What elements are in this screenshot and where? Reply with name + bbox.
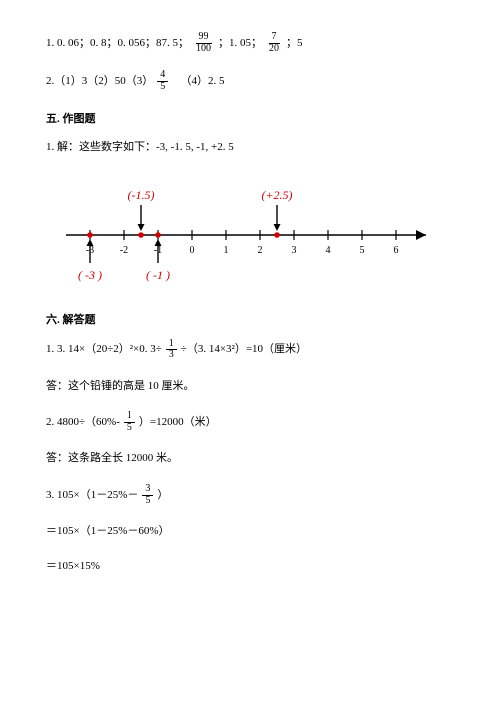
- text: ）=12000（米）: [139, 413, 217, 432]
- svg-text:( -3 ): ( -3 ): [78, 268, 102, 282]
- q3-step2: ＝105×15%: [46, 557, 454, 576]
- q3-expression: 3. 105×（1－25%－ 3 5 ）: [46, 484, 454, 506]
- q3-step1: ＝105×（1－25%－60%）: [46, 522, 454, 541]
- svg-text:( -1 ): ( -1 ): [146, 268, 170, 282]
- fraction-4-5: 4 5: [157, 70, 168, 92]
- svg-text:3: 3: [292, 245, 297, 256]
- svg-text:5: 5: [360, 245, 365, 256]
- text: 1. 3. 14×（20÷2）²×0. 3÷: [46, 340, 162, 359]
- q2-expression: 2. 4800÷（60%- 1 5 ）=12000（米）: [46, 411, 454, 433]
- fraction-7-20: 7 20: [266, 32, 282, 54]
- fraction-1-5: 1 5: [124, 411, 135, 433]
- drawing-desc: 1. 解：这些数字如下：-3, -1. 5, -1, +2. 5: [46, 138, 454, 157]
- fraction-3-5: 3 5: [142, 484, 153, 506]
- text: 1. 解：这些数字如下：-3, -1. 5, -1, +2. 5: [46, 138, 234, 157]
- svg-text:0: 0: [190, 245, 195, 256]
- text: 答：这个铅锤的高是 10 厘米。: [46, 377, 195, 396]
- q1-answer: 答：这个铅锤的高是 10 厘米。: [46, 377, 454, 396]
- text: 答：这条路全长 12000 米。: [46, 449, 178, 468]
- answer-line-1: 1. 0. 06；0. 8；0. 056；87. 5； 99 100 ；1. 0…: [46, 32, 454, 54]
- page: 1. 0. 06；0. 8；0. 056；87. 5； 99 100 ；1. 0…: [0, 0, 500, 623]
- text: ＝105×（1－25%－60%）: [46, 522, 170, 541]
- fraction-99-100: 99 100: [193, 32, 214, 54]
- svg-text:1: 1: [224, 245, 229, 256]
- text: ；5: [286, 34, 303, 53]
- svg-text:4: 4: [326, 245, 331, 256]
- text: ）: [157, 486, 168, 505]
- answer-line-2: 2.（1）3（2）50（3） 4 5 （4）2. 5: [46, 70, 454, 92]
- svg-text:6: 6: [394, 245, 399, 256]
- text: 2.（1）3（2）50（3）: [46, 72, 153, 91]
- svg-text:(-1.5): (-1.5): [128, 188, 155, 202]
- text: ；1. 05；: [218, 34, 262, 53]
- text: ÷（3. 14×3²）=10（厘米）: [181, 340, 307, 359]
- section-6-title: 六. 解答题: [46, 311, 454, 327]
- text: （4）2. 5: [172, 72, 224, 91]
- svg-text:(+2.5): (+2.5): [261, 188, 292, 202]
- svg-text:2: 2: [258, 245, 263, 256]
- text: 1. 0. 06；0. 8；0. 056；87. 5；: [46, 34, 189, 53]
- q2-answer: 答：这条路全长 12000 米。: [46, 449, 454, 468]
- svg-text:-2: -2: [120, 245, 128, 256]
- q1-expression: 1. 3. 14×（20÷2）²×0. 3÷ 1 3 ÷（3. 14×3²）=1…: [46, 339, 454, 361]
- text: ＝105×15%: [46, 557, 100, 576]
- text: 3. 105×（1－25%－: [46, 486, 138, 505]
- section-5-title: 五. 作图题: [46, 110, 454, 126]
- number-line-svg: -3-2-10123456(-1.5)(+2.5)( -3 )( -1 ): [50, 173, 450, 291]
- number-line-figure: -3-2-10123456(-1.5)(+2.5)( -3 )( -1 ): [46, 173, 454, 291]
- fraction-1-3: 1 3: [166, 339, 177, 361]
- text: 2. 4800÷（60%-: [46, 413, 120, 432]
